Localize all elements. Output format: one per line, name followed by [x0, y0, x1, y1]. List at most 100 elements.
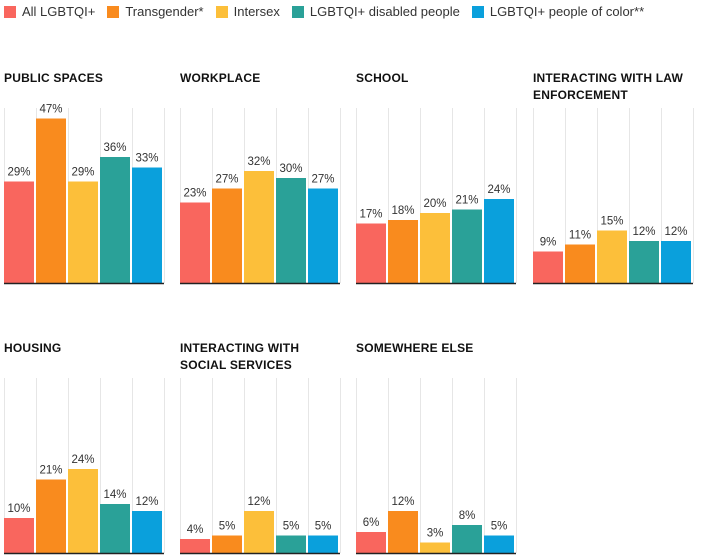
bar-intersex: [244, 511, 274, 553]
legend-label: Intersex: [233, 4, 280, 19]
bar-all-lgbtqi: [356, 532, 386, 553]
bar-all-lgbtqi: [533, 251, 563, 283]
bar-value-label: 3%: [427, 528, 444, 540]
bar-lgbtqi-disabled-people: [276, 535, 306, 553]
bar-transgender: [36, 118, 66, 283]
bar-value-label: 5%: [315, 521, 332, 533]
bar-lgbtqi-people-of-color: [132, 167, 162, 283]
bar-lgbtqi-disabled-people: [629, 241, 659, 283]
bar-transgender: [212, 535, 242, 553]
legend-swatch: [4, 5, 16, 18]
bar-transgender: [388, 220, 418, 283]
legend-label: All LGBTQI+: [22, 4, 96, 19]
bar-value-label: 17%: [359, 209, 382, 221]
chart-title: SCHOOL: [356, 71, 409, 85]
bar-lgbtqi-people-of-color: [484, 199, 514, 283]
bar-value-label: 12%: [391, 496, 414, 508]
chart-title: PUBLIC SPACES: [4, 71, 104, 85]
bar-value-label: 5%: [219, 521, 236, 533]
bar-lgbtqi-disabled-people: [100, 157, 130, 283]
legend-swatch: [291, 5, 304, 18]
bar-lgbtqi-disabled-people: [452, 209, 482, 283]
bar-intersex: [420, 542, 450, 553]
bar-intersex: [68, 181, 98, 283]
bar-value-label: 12%: [664, 226, 687, 238]
legend-item-intersex: Intersex: [215, 4, 280, 19]
bar-transgender: [212, 188, 242, 283]
bar-value-label: 23%: [183, 188, 206, 200]
bar-lgbtqi-people-of-color: [308, 188, 338, 283]
bar-value-label: 12%: [632, 226, 655, 238]
bar-value-label: 21%: [39, 465, 62, 477]
bar-value-label: 24%: [71, 454, 94, 466]
legend-swatch: [215, 5, 228, 18]
bar-value-label: 47%: [39, 104, 62, 116]
bar-all-lgbtqi: [4, 181, 34, 283]
legend: All LGBTQI+ Transgender* Intersex LGBTQI…: [4, 4, 644, 19]
bar-lgbtqi-disabled-people: [100, 504, 130, 553]
bar-intersex: [420, 213, 450, 283]
legend-label: LGBTQI+ disabled people: [309, 4, 460, 19]
bar-value-label: 32%: [247, 156, 270, 168]
bar-chart-plot: 9% 11% 15% 12% 12%: [533, 108, 694, 285]
bar-all-lgbtqi: [180, 539, 210, 553]
legend-item-all-lgbtqi: All LGBTQI+: [4, 4, 95, 19]
bar-intersex: [68, 469, 98, 553]
legend-swatch: [471, 5, 484, 18]
legend-item-people-of-color: LGBTQI+ people of color**: [471, 4, 645, 19]
bar-lgbtqi-people-of-color: [661, 241, 691, 283]
bar-value-label: 21%: [455, 195, 478, 207]
bar-value-label: 5%: [491, 521, 508, 533]
legend-item-disabled: LGBTQI+ disabled people: [291, 4, 460, 19]
bar-lgbtqi-disabled-people: [276, 178, 306, 283]
bar-lgbtqi-disabled-people: [452, 525, 482, 553]
bar-transgender: [388, 511, 418, 553]
bar-transgender: [36, 479, 66, 553]
bar-value-label: 12%: [135, 496, 158, 508]
bar-chart-plot: 29% 47% 29% 36% 33%: [4, 104, 165, 285]
chart-title: INTERACTING WITH LAW ENFORCEMENT: [533, 71, 683, 102]
bar-value-label: 4%: [187, 524, 204, 536]
bar-lgbtqi-people-of-color: [308, 535, 338, 553]
chart-title: HOUSING: [4, 341, 62, 355]
bar-lgbtqi-people-of-color: [484, 535, 514, 553]
bar-chart-plot: 23% 27% 32% 30% 27%: [180, 108, 341, 285]
bar-intersex: [597, 230, 627, 283]
bar-value-label: 11%: [569, 230, 591, 242]
bar-value-label: 14%: [103, 489, 126, 501]
bar-all-lgbtqi: [4, 518, 34, 553]
bar-all-lgbtqi: [180, 202, 210, 283]
legend-swatch: [107, 5, 120, 18]
bar-value-label: 24%: [487, 184, 510, 196]
bar-value-label: 27%: [215, 174, 238, 186]
bar-transgender: [565, 244, 595, 283]
bar-value-label: 10%: [7, 503, 30, 515]
bar-chart-plot: 4% 5% 12% 5% 5%: [180, 378, 341, 555]
bar-chart-plot: 10% 21% 24% 14% 12%: [4, 378, 165, 555]
bar-value-label: 33%: [135, 153, 158, 165]
bar-intersex: [244, 171, 274, 283]
bar-value-label: 29%: [71, 167, 94, 179]
bar-value-label: 6%: [363, 517, 380, 529]
bar-value-label: 30%: [279, 163, 302, 175]
legend-label: LGBTQI+ people of color**: [489, 4, 645, 19]
chart-title: WORKPLACE: [180, 71, 261, 85]
chart-title: INTERACTING WITH SOCIAL SERVICES: [180, 341, 300, 372]
bar-value-label: 29%: [7, 167, 30, 179]
bar-chart-plot: 6% 12% 3% 8% 5%: [356, 378, 517, 555]
bar-value-label: 5%: [283, 521, 300, 533]
bar-value-label: 18%: [391, 205, 414, 217]
legend-label: Transgender*: [125, 4, 204, 19]
bar-value-label: 20%: [423, 198, 446, 210]
bar-chart-plot: 17% 18% 20% 21% 24%: [356, 108, 517, 285]
chart-title: SOMEWHERE ELSE: [356, 341, 474, 355]
bar-all-lgbtqi: [356, 223, 386, 283]
bar-value-label: 15%: [600, 216, 623, 228]
bar-lgbtqi-people-of-color: [132, 511, 162, 553]
bar-value-label: 12%: [247, 496, 270, 508]
bar-value-label: 9%: [540, 237, 557, 249]
bar-value-label: 36%: [103, 142, 126, 154]
bar-value-label: 27%: [311, 174, 334, 186]
bar-value-label: 8%: [459, 510, 476, 522]
legend-item-transgender: Transgender*: [107, 4, 204, 19]
